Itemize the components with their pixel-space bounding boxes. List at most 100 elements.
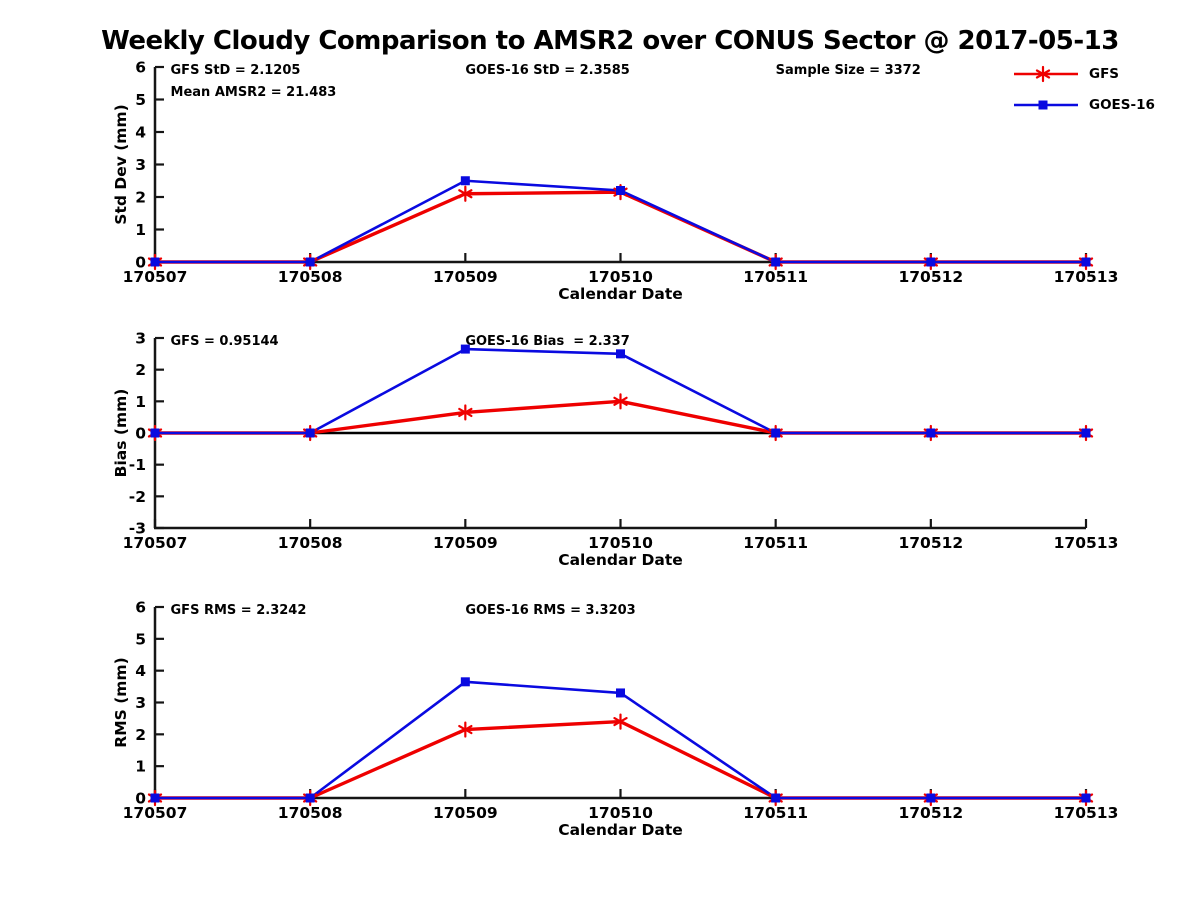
annotation: GOES-16 Bias = 2.337 — [465, 334, 629, 349]
x-tick-label: 170513 — [1054, 534, 1119, 552]
x-tick-label: 170507 — [123, 534, 188, 552]
y-tick-label: 6 — [135, 59, 146, 77]
annotation: Sample Size = 3372 — [776, 63, 921, 78]
y-tick-label: 4 — [135, 124, 146, 142]
y-tick-label: 3 — [135, 694, 146, 712]
gfs-asterisk-marker-icon — [458, 185, 473, 202]
annotation: GOES-16 StD = 2.3585 — [465, 63, 629, 78]
legend-goes16-square-marker-icon — [1038, 100, 1048, 109]
legend-item-goes16: GOES-16 — [1012, 89, 1155, 120]
y-tick-label: 3 — [135, 156, 146, 174]
goes-16-square-marker-icon — [926, 257, 936, 267]
x-tick-label: 170507 — [123, 804, 188, 822]
x-axis-title: Calendar Date — [558, 551, 683, 569]
x-axis-title: Calendar Date — [558, 821, 683, 839]
x-tick-label: 170510 — [588, 268, 653, 286]
goes-16-square-marker-icon — [460, 176, 470, 186]
y-tick-label: 0 — [135, 425, 146, 443]
x-tick-label: 170508 — [278, 804, 343, 822]
goes-16-square-marker-icon — [616, 688, 625, 698]
goes-16-square-marker-icon — [616, 186, 625, 195]
y-tick-label: 5 — [135, 91, 146, 109]
gfs-asterisk-marker-icon — [458, 404, 473, 421]
goes-16-square-marker-icon — [305, 793, 315, 803]
annotation: GOES-16 RMS = 3.3203 — [465, 603, 635, 618]
gfs-line — [155, 190, 1086, 264]
plot-rms: 0 1 2 3 4 5 6 170507 170508 170509 170510 170511 170… — [112, 599, 1118, 840]
y-tick-label: 2 — [135, 726, 146, 744]
x-tick-label: 170508 — [278, 268, 343, 286]
goes-16-square-marker-icon — [460, 677, 470, 687]
x-tick-label: 170509 — [433, 804, 498, 822]
legend: GFS GOES-16 — [1012, 58, 1155, 120]
goes-16-line — [155, 680, 1086, 800]
legend-label-goes16: GOES-16 — [1089, 96, 1155, 113]
goes-16-square-marker-icon — [1081, 793, 1091, 803]
x-tick-label: 170511 — [743, 268, 808, 286]
y-tick-label: -3 — [129, 520, 146, 538]
goes-16-square-marker-icon — [771, 257, 781, 267]
y-tick-label: 0 — [135, 254, 146, 272]
x-tick-label: 170513 — [1054, 268, 1119, 286]
x-tick-label: 170513 — [1054, 804, 1119, 822]
y-tick-label: 2 — [135, 361, 146, 379]
x-tick-label: 170510 — [588, 534, 653, 552]
x-tick-label: 170512 — [898, 268, 963, 286]
annotation: GFS StD = 2.1205 — [171, 63, 301, 78]
goes-16-square-marker-icon — [305, 257, 315, 267]
plot-stddev: 0 1 2 3 4 5 6 170507 170508 170509 170510 170511 170… — [112, 59, 1118, 304]
goes-16-square-marker-icon — [771, 428, 781, 438]
annotation: Mean AMSR2 = 21.483 — [171, 85, 337, 100]
gfs-asterisk-marker-icon — [613, 393, 628, 410]
annotation: GFS = 0.95144 — [171, 334, 279, 349]
x-tick-label: 170509 — [433, 534, 498, 552]
legend-item-gfs: GFS — [1012, 58, 1155, 89]
goes-16-square-marker-icon — [1081, 257, 1091, 267]
y-axis-title: Bias (mm) — [112, 389, 130, 478]
y-tick-label: 4 — [135, 662, 146, 680]
x-axis-title: Calendar Date — [558, 285, 683, 303]
x-tick-label: 170512 — [898, 804, 963, 822]
x-tick-label: 170507 — [123, 268, 188, 286]
y-tick-label: 6 — [135, 599, 146, 617]
gfs-line-asterisk-icon — [1014, 65, 1078, 82]
y-tick-label: 1 — [135, 758, 146, 776]
goes-16-square-marker-icon — [150, 428, 160, 438]
goes-16-square-marker-icon — [460, 344, 470, 354]
goes-16-square-marker-icon — [926, 428, 936, 438]
y-axis-title: RMS (mm) — [112, 657, 130, 747]
figure-title: Weekly Cloudy Comparison to AMSR2 over C… — [101, 26, 1119, 56]
legend-label-gfs: GFS — [1089, 65, 1120, 82]
gfs-asterisk-marker-icon — [458, 721, 473, 738]
gfs-asterisk-marker-icon — [613, 713, 628, 730]
goes-16-square-marker-icon — [150, 257, 160, 267]
x-tick-label: 170510 — [588, 804, 653, 822]
goes-16-square-marker-icon — [616, 349, 625, 359]
y-tick-label: 5 — [135, 630, 146, 648]
y-tick-label: -2 — [129, 488, 146, 506]
x-tick-label: 170511 — [743, 534, 808, 552]
y-tick-label: 1 — [135, 221, 146, 239]
x-tick-label: 170512 — [898, 534, 963, 552]
y-tick-label: 1 — [135, 393, 146, 411]
y-tick-label: -1 — [129, 456, 146, 474]
goes-16-line — [155, 347, 1086, 435]
y-tick-label: 3 — [135, 330, 146, 348]
y-axis-title: Std Dev (mm) — [112, 104, 130, 224]
x-tick-label: 170511 — [743, 804, 808, 822]
goes-16-square-marker-icon — [150, 793, 160, 803]
y-tick-label: 2 — [135, 189, 146, 207]
annotation: GFS RMS = 2.3242 — [171, 603, 307, 618]
goes-16-square-marker-icon — [926, 793, 936, 803]
gfs-line — [155, 719, 1086, 800]
goes-16-square-marker-icon — [305, 428, 315, 438]
x-tick-label: 170509 — [433, 268, 498, 286]
goes-16-square-marker-icon — [1081, 428, 1091, 438]
goes-16-square-marker-icon — [771, 793, 781, 803]
y-tick-label: 0 — [135, 790, 146, 808]
legend-gfs-asterisk-marker-icon — [1035, 65, 1051, 82]
x-tick-label: 170508 — [278, 534, 343, 552]
